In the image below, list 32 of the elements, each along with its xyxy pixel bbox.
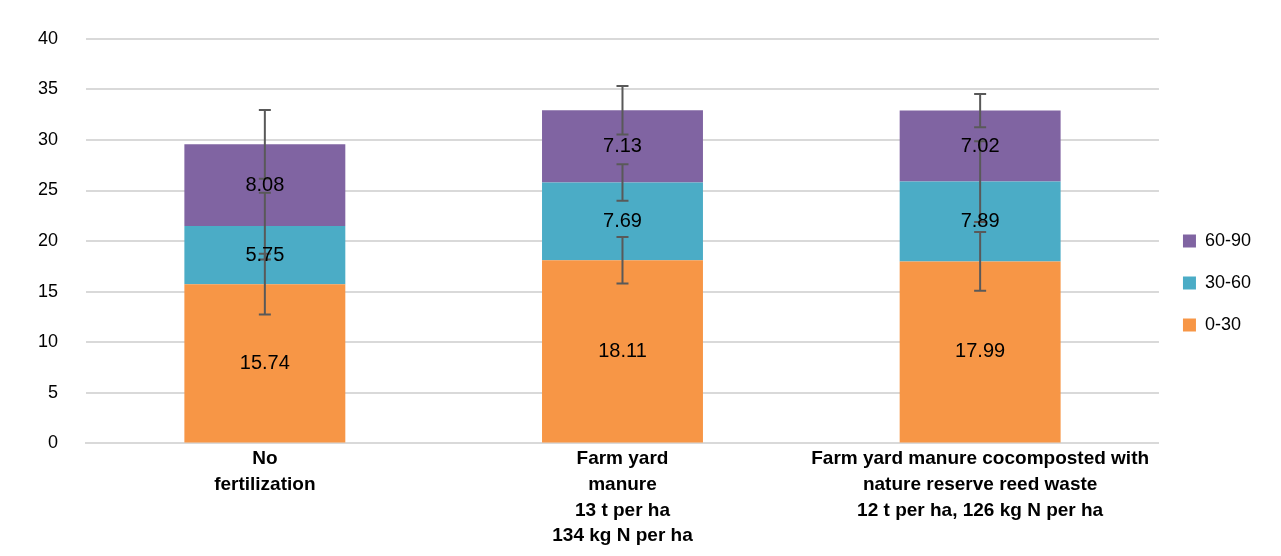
y-tick-label: 15: [37, 280, 59, 301]
y-tick-label: 0: [48, 432, 59, 453]
data-label: 7.02: [960, 133, 1000, 156]
data-label: 7.89: [960, 209, 1000, 232]
bar: [184, 144, 346, 227]
data-label: 15.74: [239, 350, 290, 373]
data-label: 8.08: [245, 172, 285, 195]
bar: [184, 284, 346, 443]
x-tick-label: Farm yard manure 13 t per ha 134 kg N per ha: [552, 447, 694, 546]
y-tick-label: 35: [37, 78, 59, 99]
y-tick-label: 5: [48, 381, 59, 402]
bar: [542, 260, 703, 443]
y-tick-label: 10: [37, 331, 59, 352]
bar: [184, 226, 346, 285]
legend-label: 60-90: [1204, 229, 1252, 250]
y-tick-label: 40: [37, 27, 59, 48]
bar: [899, 181, 1061, 262]
legend-label: 0-30: [1204, 313, 1241, 334]
bar: [899, 261, 1061, 443]
x-tick-label: Farm yard manure cocomposted with nature reserve reed waste 12 t per ha, 126 kg N per ha: [811, 447, 1150, 520]
x-tick-label: No fertilization: [214, 447, 316, 495]
bar: [542, 110, 703, 183]
bar: [899, 110, 1061, 182]
data-label: 18.11: [598, 338, 647, 361]
data-label: 7.13: [603, 133, 642, 156]
legend-label: 30-60: [1204, 271, 1252, 292]
bar: [542, 182, 703, 261]
y-tick-label: 25: [37, 179, 59, 200]
y-tick-label: 20: [37, 230, 59, 251]
y-tick-label: 30: [37, 128, 59, 149]
data-label: 7.69: [603, 208, 642, 231]
data-label: 17.99: [955, 339, 1006, 362]
